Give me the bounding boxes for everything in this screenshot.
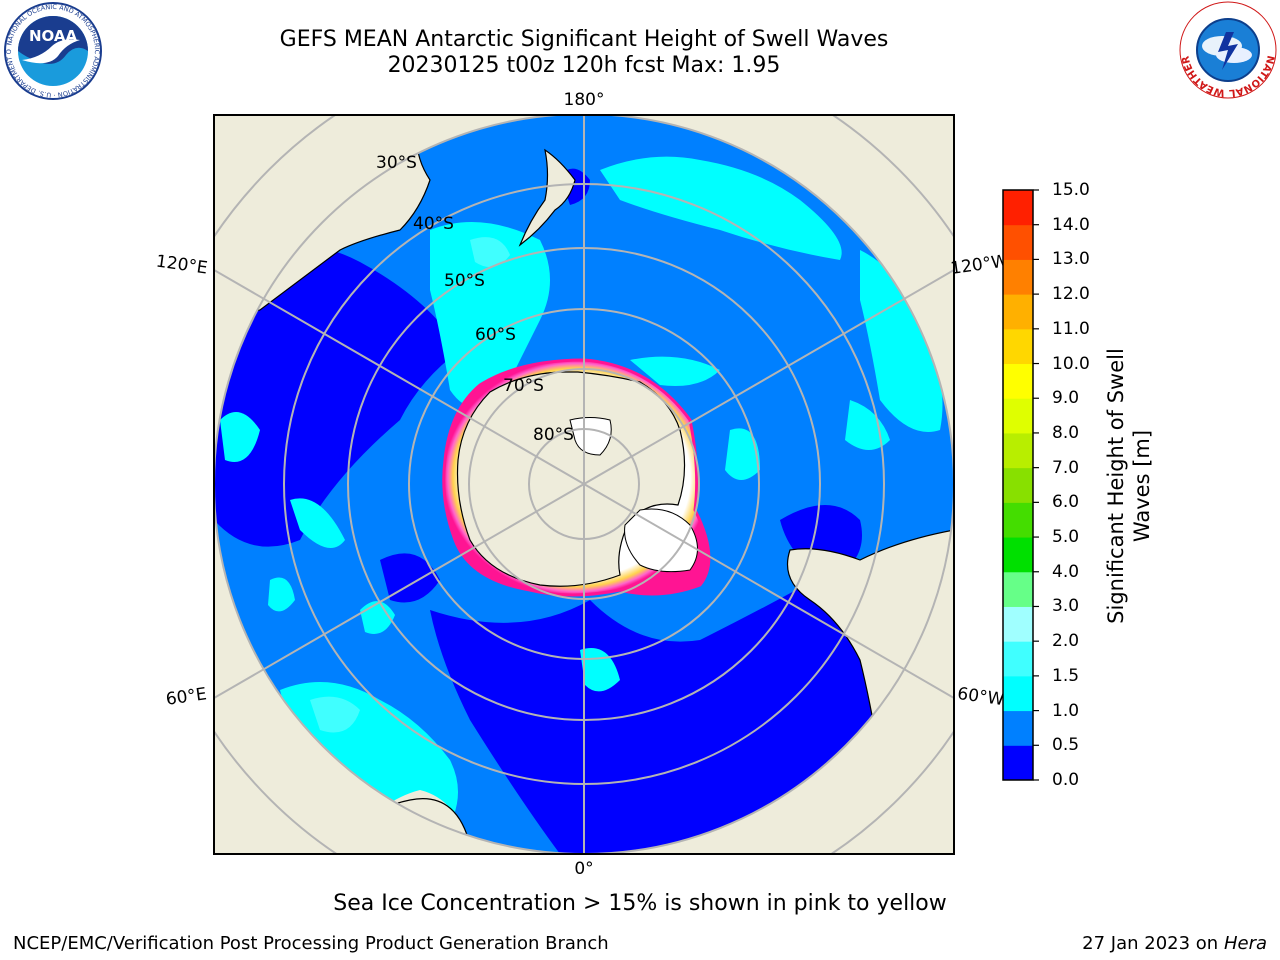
colorbar-segment — [1003, 675, 1033, 712]
footer-date-text: 27 Jan 2023 on — [1082, 933, 1224, 954]
colorbar-tick-label: 12.0 — [1052, 284, 1090, 305]
colorbar-segment — [1003, 606, 1033, 642]
colorbar-tick-label: 13.0 — [1052, 249, 1090, 270]
colorbar-tick-label: 0.0 — [1052, 770, 1080, 790]
footer-machine: Hera — [1223, 933, 1267, 954]
lon-label-60w: 60°W — [956, 684, 1005, 710]
lat-label-50s: 50°S — [444, 271, 485, 291]
colorbar-label-line2: Waves [m] — [1130, 429, 1154, 543]
lon-label-60e: 60°E — [165, 684, 208, 709]
colorbar-tick-label: 11.0 — [1052, 318, 1090, 339]
lat-label-70s: 70°S — [503, 376, 544, 396]
colorbar-segment — [1003, 641, 1033, 677]
sea-ice-caption: Sea Ice Concentration > 15% is shown in … — [333, 891, 947, 916]
colorbar-segment — [1003, 571, 1033, 607]
colorbar-label: Significant Height of Swell Waves [m] — [1103, 326, 1155, 646]
colorbar-tick-label: 1.0 — [1052, 700, 1080, 721]
low-swell-zone-west — [214, 242, 460, 547]
colorbar-frame — [1002, 189, 1034, 781]
colorbar-segment — [1003, 502, 1033, 538]
footer-date: 27 Jan 2023 on Hera — [1082, 933, 1267, 955]
lat-label-80s: 80°S — [533, 425, 574, 445]
lon-label-120w: 120°W — [949, 251, 1009, 279]
map-area — [214, 115, 954, 854]
colorbar-segment — [1003, 537, 1033, 573]
colorbar-tick-label: 2.0 — [1052, 631, 1080, 652]
colorbar-segment — [1003, 294, 1033, 330]
colorbar-segment — [1003, 710, 1033, 746]
colorbar-segment — [1003, 745, 1033, 781]
lat-label-60s: 60°S — [475, 325, 516, 345]
colorbar-segment — [1003, 398, 1033, 434]
noaa-logo-text: NOAA — [29, 27, 78, 45]
colorbar-tick-label: 5.0 — [1052, 527, 1080, 548]
colorbar-segment — [1003, 363, 1033, 399]
colorbar-segment — [1003, 259, 1033, 295]
nws-logo-icon: NATIONAL WEATHER SERVICE — [1176, 0, 1277, 99]
new-zealand-landmass — [518, 148, 576, 247]
colorbar-tick-label: 8.0 — [1052, 422, 1080, 443]
noaa-logo-icon: NATIONAL OCEANIC AND ATMOSPHERIC ADMINIS… — [2, 2, 102, 100]
colorbar-tick-label: 1.5 — [1052, 665, 1080, 686]
ross-ice-shelf — [569, 417, 612, 456]
swell-zone-pacific — [600, 156, 842, 260]
colorbar-segment — [1003, 224, 1033, 260]
chart-subtitle: 20230125 t00z 120h fcst Max: 1.95 — [387, 53, 781, 78]
lon-label-120e: 120°E — [155, 252, 209, 279]
lon-label-180: 180° — [564, 90, 605, 110]
colorbar-segment — [1003, 190, 1033, 226]
footer-branch: NCEP/EMC/Verification Post Processing Pr… — [13, 933, 609, 954]
chart-title: GEFS MEAN Antarctic Significant Height o… — [279, 27, 889, 52]
colorbar-tick-label: 4.0 — [1052, 561, 1080, 582]
antarctica-landmass — [456, 371, 686, 587]
lon-label-0: 0° — [574, 859, 593, 879]
colorbar-tick-label: 3.0 — [1052, 596, 1080, 617]
colorbar-tick-label: 6.0 — [1052, 492, 1080, 513]
colorbar-tick-label: 14.0 — [1052, 214, 1090, 235]
colorbar-label-line1: Significant Height of Swell — [1104, 348, 1128, 624]
colorbar-tick-label: 9.0 — [1052, 388, 1080, 409]
colorbar-tick-label: 10.0 — [1052, 353, 1090, 374]
colorbar-tick-label: 7.0 — [1052, 457, 1080, 478]
colorbar-tick-label: 15.0 — [1052, 180, 1090, 200]
colorbar-segment — [1003, 432, 1033, 469]
weddell-ice-shelf — [624, 508, 698, 573]
colorbar-segment — [1003, 467, 1033, 503]
map-frame — [213, 114, 955, 855]
colorbar-tick-label: 0.5 — [1052, 735, 1080, 756]
lat-label-30s: 30°S — [376, 153, 417, 173]
lat-label-40s: 40°S — [413, 214, 454, 234]
colorbar-segment — [1003, 328, 1033, 365]
graticule — [214, 115, 954, 854]
colorbar — [1003, 189, 1039, 781]
